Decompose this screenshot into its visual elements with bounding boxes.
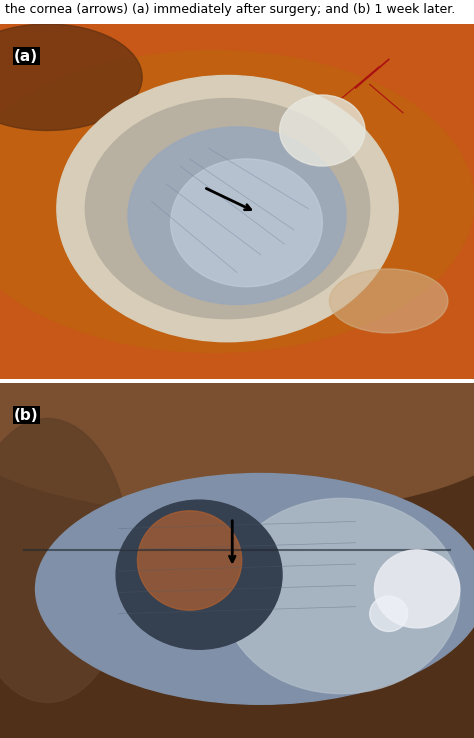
Ellipse shape — [0, 51, 474, 352]
Text: the cornea (arrows) (a) immediately after surgery; and (b) 1 week later.: the cornea (arrows) (a) immediately afte… — [5, 4, 455, 16]
Ellipse shape — [329, 269, 448, 333]
Ellipse shape — [280, 95, 365, 166]
Ellipse shape — [0, 418, 130, 703]
Ellipse shape — [223, 498, 460, 694]
Ellipse shape — [116, 500, 282, 649]
Ellipse shape — [171, 159, 322, 286]
Ellipse shape — [370, 596, 408, 632]
Ellipse shape — [128, 127, 346, 305]
Ellipse shape — [137, 511, 242, 610]
Ellipse shape — [0, 337, 474, 514]
Text: (a): (a) — [14, 49, 38, 64]
Ellipse shape — [57, 75, 398, 342]
Text: (b): (b) — [14, 408, 39, 423]
Ellipse shape — [85, 99, 370, 319]
Ellipse shape — [0, 24, 142, 131]
Ellipse shape — [36, 474, 474, 704]
Ellipse shape — [374, 550, 460, 628]
